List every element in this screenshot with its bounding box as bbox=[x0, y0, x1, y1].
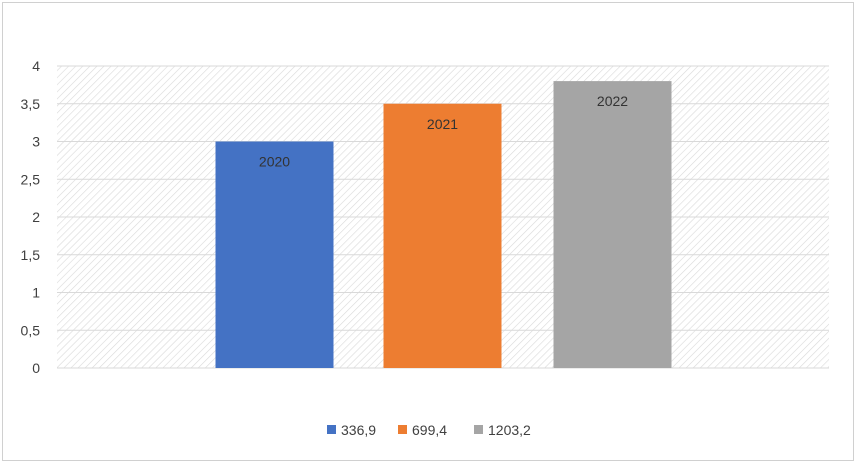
legend-swatch bbox=[474, 425, 483, 434]
legend-label: 1203,2 bbox=[488, 422, 531, 438]
bar-699,4 bbox=[383, 103, 502, 368]
data-labels: 2020 2021 2022 bbox=[259, 93, 628, 169]
y-tick-label: 0 bbox=[32, 360, 40, 376]
legend-label: 699,4 bbox=[412, 422, 447, 438]
y-tick-label: 1,5 bbox=[21, 247, 41, 263]
data-label: 2021 bbox=[427, 116, 458, 132]
y-tick-label: 4 bbox=[32, 58, 40, 74]
y-tick-label: 0,5 bbox=[21, 322, 41, 338]
y-tick-label: 3 bbox=[32, 134, 40, 150]
bars bbox=[215, 81, 672, 368]
data-label: 2020 bbox=[259, 154, 290, 170]
y-tick-label: 2 bbox=[32, 209, 40, 225]
bar-1203,2 bbox=[553, 81, 672, 368]
legend-swatch bbox=[398, 425, 407, 434]
bar-336,9 bbox=[215, 141, 334, 368]
y-tick-label: 1 bbox=[32, 285, 40, 301]
y-tick-label: 2,5 bbox=[21, 171, 41, 187]
y-axis-tick-labels: 0 0,5 1 1,5 2 2,5 3 3,5 4 bbox=[21, 58, 41, 376]
legend: 336,9 699,4 1203,2 bbox=[327, 422, 531, 438]
legend-label: 336,9 bbox=[341, 422, 376, 438]
data-label: 2022 bbox=[597, 93, 628, 109]
legend-swatch bbox=[327, 425, 336, 434]
y-tick-label: 3,5 bbox=[21, 96, 41, 112]
